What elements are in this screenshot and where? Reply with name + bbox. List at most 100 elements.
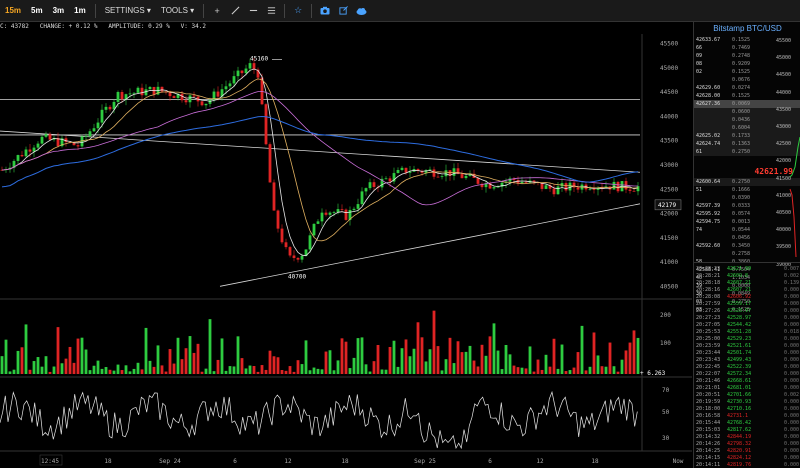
timeframe-5m-button[interactable]: 5m [31, 5, 43, 15]
candle-body [396, 169, 400, 174]
candle-body [224, 86, 228, 90]
trade-amount: 0.007 [784, 266, 800, 272]
ask-row[interactable]: 02 0.1525 [694, 68, 800, 76]
trade-price: 42824.12 [727, 455, 752, 461]
bid-row[interactable]: 0.2758 [694, 250, 800, 258]
ask-row[interactable]: 42628.00 0.1525 [694, 92, 800, 100]
star-icon[interactable]: ☆ [294, 5, 303, 15]
time-axis-label: 18 [104, 458, 112, 465]
ask-row[interactable]: 61 0.2750 [694, 148, 800, 156]
ask-row[interactable]: 0.0436 [694, 116, 800, 124]
price-axis-label: 40500 [660, 283, 678, 290]
depth-scale-label: 42500 [776, 141, 792, 148]
ask-row[interactable]: 42627.36 0.0069 [694, 100, 800, 108]
candle-body [392, 173, 396, 182]
ask-row[interactable]: 66 0.7469 [694, 44, 800, 52]
trade-price: 42607.21 [727, 280, 752, 286]
ask-price: 09 [696, 53, 703, 59]
ask-amount: 0.1525 [732, 69, 751, 75]
volume-bar [428, 349, 432, 374]
bid-row[interactable]: 42592.60 0.3450 [694, 242, 800, 250]
settings-menu-button[interactable]: SETTINGS ▾ [104, 5, 151, 15]
trade-row: 20:28:16 42607.21 0.000 [694, 286, 800, 294]
bid-row[interactable]: 42600.64 0.2750 [694, 178, 800, 186]
candle-body [324, 212, 328, 215]
plus-icon[interactable]: + [214, 5, 220, 16]
bid-row[interactable]: 42588.41 0.7504 [694, 266, 800, 274]
depth-scale-label: 40000 [776, 227, 792, 234]
volume-bar [320, 369, 324, 374]
candle-body [320, 212, 324, 222]
timeframe-15m-button[interactable]: 15m [5, 5, 22, 15]
ask-row[interactable]: 0.6004 [694, 124, 800, 132]
horizontal-line-icon[interactable] [244, 0, 262, 22]
volume-bar [36, 357, 40, 374]
bid-row[interactable]: 42594.75 0.0013 [694, 218, 800, 226]
trade-price: 42501.74 [727, 350, 752, 356]
bid-amount: 0.3450 [732, 243, 751, 249]
popout-icon[interactable] [334, 0, 352, 22]
timeframe-3m-button[interactable]: 3m [52, 5, 65, 15]
ask-row[interactable]: 0.0676 [694, 76, 800, 84]
candle-body [104, 106, 108, 110]
candle-body [136, 87, 140, 93]
bid-amount: 0.0574 [732, 211, 751, 217]
ask-row[interactable]: 42629.60 0.0274 [694, 84, 800, 92]
trade-amount: 0.000 [784, 308, 800, 314]
volume-bar [240, 358, 244, 374]
trade-amount: 0.000 [784, 343, 800, 349]
trade-time: 20:14:25 [696, 448, 721, 454]
cloud-icon[interactable] [352, 0, 370, 22]
candle-body [260, 77, 264, 105]
trade-row: 20:28:18 42607.21 0.139 [694, 279, 800, 287]
bid-row[interactable]: 0.0456 [694, 234, 800, 242]
bid-row[interactable]: 03 0.1525 [694, 306, 800, 314]
trade-time: 20:16:58 [696, 413, 721, 419]
bid-amount: 0.0456 [732, 235, 751, 241]
price-chart[interactable]: 45500 45000 44500 44000 43500 43000 42500 42000… [0, 34, 692, 468]
timeframe-1m-button[interactable]: 1m [74, 5, 86, 15]
candle-body [408, 171, 412, 173]
ask-row[interactable]: 42625.02 0.1733 [694, 132, 800, 140]
candle-body [304, 249, 308, 256]
time-axis-label: 12 [284, 458, 292, 465]
volume-bar [468, 345, 472, 374]
bid-row[interactable]: 74 0.0544 [694, 226, 800, 234]
bid-row[interactable]: 03 0.2750 [694, 298, 800, 306]
ask-row[interactable]: 42633.67 0.1525 [694, 36, 800, 44]
trade-price: 42522.39 [727, 364, 752, 370]
fibonacci-icon[interactable] [262, 0, 280, 22]
pencil-icon[interactable] [226, 0, 244, 22]
ask-row[interactable]: 42624.74 0.1363 [694, 140, 800, 148]
volume-bar [480, 344, 484, 374]
volume-bar [448, 337, 452, 374]
bid-row[interactable]: 39 0.0000 [694, 282, 800, 290]
bid-row[interactable]: 42597.39 0.0333 [694, 202, 800, 210]
tools-menu-button[interactable]: TOOLS ▾ [160, 5, 195, 15]
ask-amount: 0.1525 [732, 37, 751, 43]
depth-scale-label: 43000 [776, 124, 792, 130]
bid-row[interactable]: 40 1.1034 [694, 274, 800, 282]
camera-icon[interactable] [316, 0, 334, 22]
candle-body [468, 173, 472, 176]
bid-amount: 0.2750 [732, 179, 751, 185]
trade-amount: 0.000 [784, 434, 800, 440]
close-value: C: 43782 [0, 23, 29, 30]
ask-row[interactable]: 0.0600 [694, 108, 800, 116]
volume-bar [372, 361, 376, 374]
bid-row[interactable]: 0.0390 [694, 194, 800, 202]
ask-row[interactable]: 09 0.2748 [694, 52, 800, 60]
trade-row: 20:27:26 42528.97 0.000 [694, 307, 800, 315]
candle-body [140, 87, 144, 96]
time-axis-label: 18 [341, 458, 349, 465]
candle-body [48, 134, 52, 140]
volume-bar [192, 352, 196, 374]
candle-body [12, 160, 16, 168]
volume-bar [524, 368, 528, 374]
bid-row[interactable]: 30 0.0849 [694, 290, 800, 298]
candle-body [556, 186, 560, 195]
bid-row[interactable]: 51 0.1666 [694, 186, 800, 194]
bid-row[interactable]: 42595.92 0.0574 [694, 210, 800, 218]
candle-body [232, 76, 236, 84]
ask-row[interactable]: 08 0.9209 [694, 60, 800, 68]
